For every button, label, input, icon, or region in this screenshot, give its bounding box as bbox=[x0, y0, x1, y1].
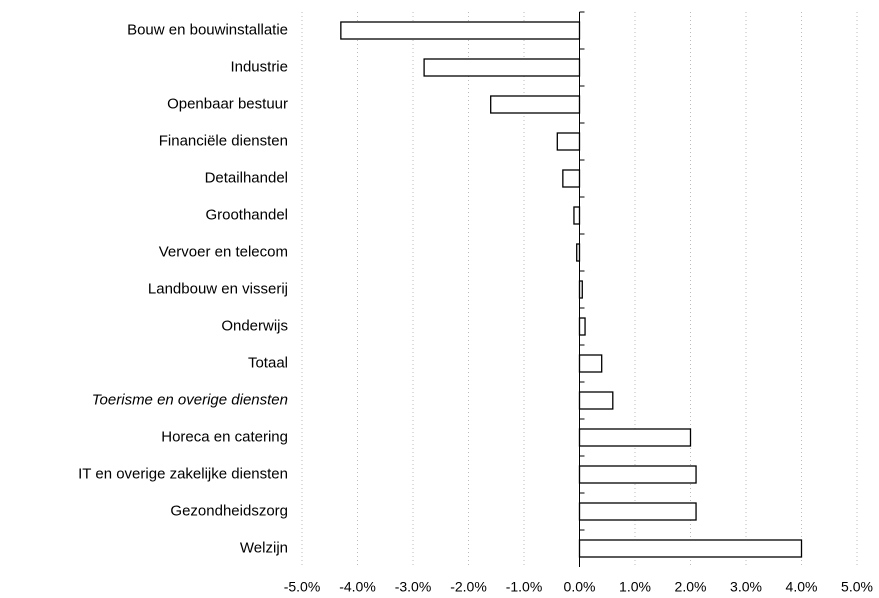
y-tick-label: Bouw en bouwinstallatie bbox=[127, 21, 288, 38]
y-tick-label: Detailhandel bbox=[205, 169, 288, 186]
x-tick-label: 1.0% bbox=[619, 579, 651, 595]
x-tick-label: -4.0% bbox=[339, 579, 376, 595]
y-tick-label: Toerisme en overige diensten bbox=[92, 391, 288, 408]
bar bbox=[578, 391, 614, 410]
y-tick-label: Vervoer en telecom bbox=[159, 243, 288, 260]
y-tick-label: Gezondheidszorg bbox=[170, 502, 288, 519]
bar bbox=[573, 206, 581, 225]
x-tick-label: 5.0% bbox=[841, 579, 873, 595]
x-tick-label: 3.0% bbox=[730, 579, 762, 595]
bar bbox=[340, 21, 581, 40]
y-tick-label: Industrie bbox=[230, 58, 288, 75]
x-tick-label: -5.0% bbox=[284, 579, 321, 595]
x-tick-label: 0.0% bbox=[564, 579, 596, 595]
bar bbox=[576, 243, 581, 262]
bar bbox=[578, 465, 697, 484]
x-tick-label: -1.0% bbox=[506, 579, 543, 595]
x-tick-label: -2.0% bbox=[450, 579, 487, 595]
bar bbox=[578, 354, 603, 373]
y-tick-label: Groothandel bbox=[205, 206, 288, 223]
bar bbox=[578, 317, 586, 336]
y-tick-label: Totaal bbox=[248, 354, 288, 371]
x-tick-label: 4.0% bbox=[786, 579, 818, 595]
bar bbox=[578, 428, 692, 447]
y-tick-label: Onderwijs bbox=[221, 317, 288, 334]
bar bbox=[490, 95, 581, 114]
y-tick-label: Horeca en catering bbox=[161, 428, 288, 445]
y-tick-label: IT en overige zakelijke diensten bbox=[78, 465, 288, 482]
y-tick-label: Welzijn bbox=[240, 539, 288, 556]
x-tick-label: 2.0% bbox=[675, 579, 707, 595]
bar bbox=[423, 58, 581, 77]
bar bbox=[578, 280, 583, 299]
bar bbox=[578, 502, 697, 521]
bar bbox=[556, 132, 581, 151]
x-tick-label: -3.0% bbox=[395, 579, 432, 595]
y-tick-label: Financiële diensten bbox=[159, 132, 288, 149]
bar bbox=[562, 169, 581, 188]
bar bbox=[578, 539, 803, 558]
y-tick-label: Openbaar bestuur bbox=[167, 95, 288, 112]
y-tick-label: Landbouw en visserij bbox=[148, 280, 288, 297]
